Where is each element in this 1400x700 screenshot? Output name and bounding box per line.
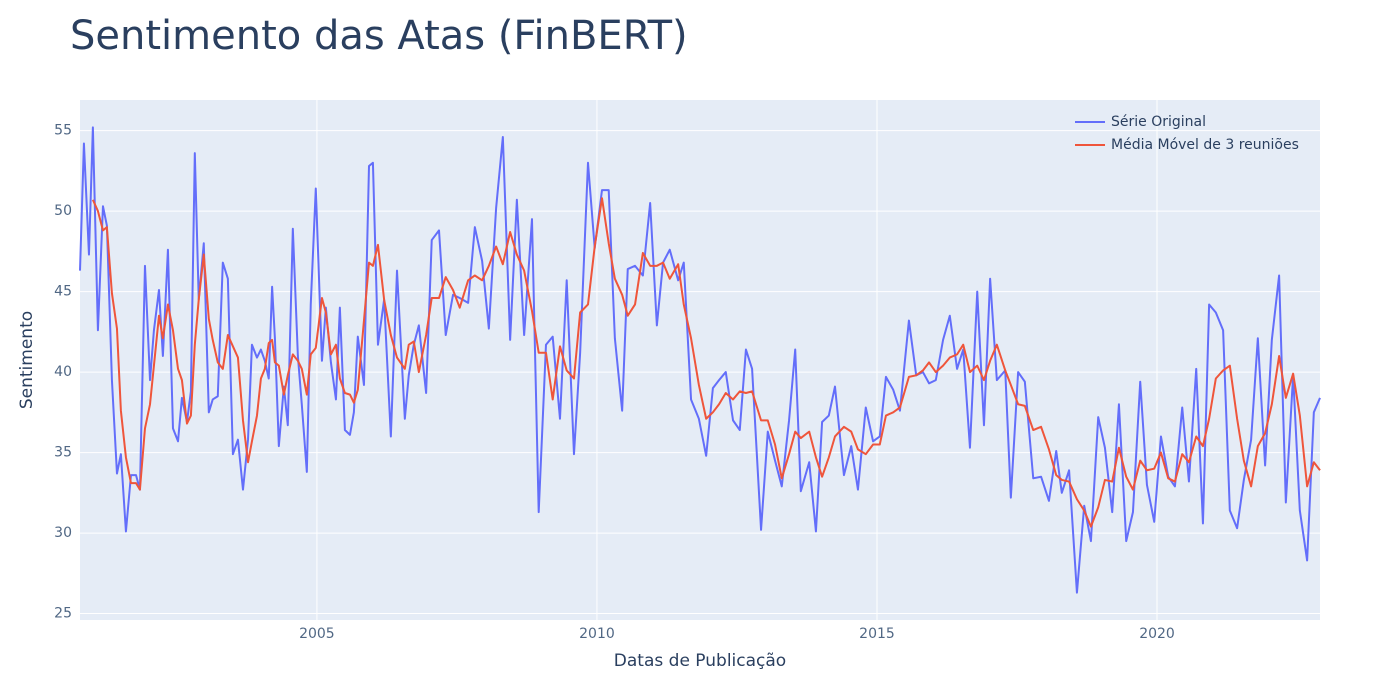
y-tick-label: 25 bbox=[54, 606, 72, 622]
y-tick-label: 55 bbox=[54, 123, 72, 139]
y-tick-label: 35 bbox=[54, 445, 72, 461]
y-tick-label: 40 bbox=[54, 364, 72, 380]
x-tick-label: 2015 bbox=[859, 626, 895, 642]
legend: Série Original Média Móvel de 3 reuniões bbox=[1075, 114, 1299, 153]
y-tick-label: 45 bbox=[54, 284, 72, 300]
legend-label: Média Móvel de 3 reuniões bbox=[1111, 137, 1299, 153]
series-line bbox=[79, 126, 1321, 594]
x-axis-title: Datas de Publicação bbox=[614, 651, 786, 671]
x-tick-label: 2010 bbox=[579, 626, 615, 642]
series-line bbox=[91, 197, 1321, 528]
chart-title: Sentimento das Atas (FinBERT) bbox=[70, 13, 688, 59]
legend-label: Série Original bbox=[1111, 114, 1206, 130]
y-tick-label: 30 bbox=[54, 525, 72, 541]
x-tick-label: 2005 bbox=[299, 626, 335, 642]
x-tick-label: 2020 bbox=[1139, 626, 1175, 642]
y-tick-label: 50 bbox=[54, 203, 72, 219]
y-axis-title: Sentimento bbox=[17, 311, 37, 409]
